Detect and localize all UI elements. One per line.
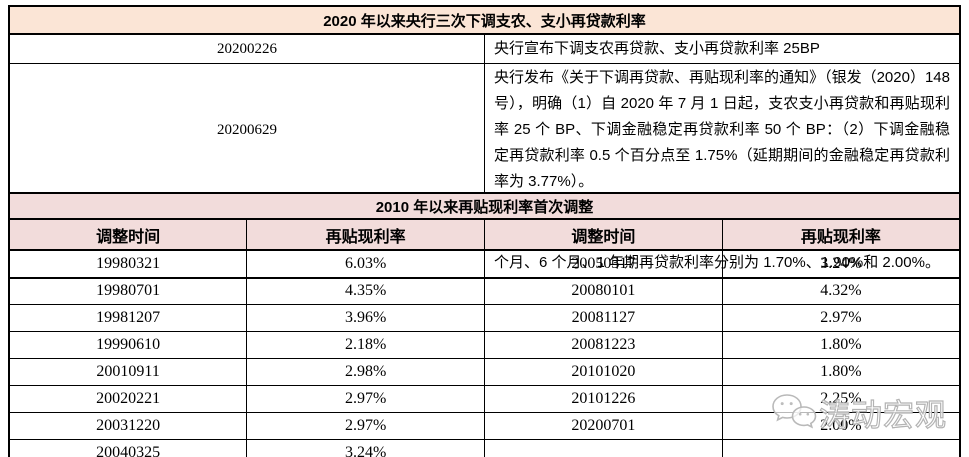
rediscount-rate: 2.97% [246,385,485,413]
adjust-date: 20020221 [8,385,248,413]
rediscount-rate: 3.24% [721,249,961,278]
adjust-date: 20081127 [484,304,723,332]
table-row: 20010911 2.98% 20101020 1.80% [8,358,961,386]
adjust-date: 19980321 [8,249,248,278]
table-row: 19980321 6.03% 20050317 3.24% [8,249,961,278]
table-row: 20200629 央行发布《关于下调再贷款、再贴现利率的通知》（银发（2020）… [8,63,961,197]
rediscount-rate: 1.80% [721,358,961,386]
table-row: 19981207 3.96% 20081127 2.97% [8,304,961,332]
table2-header-row: 调整时间 再贴现利率 调整时间 再贴现利率 [8,218,961,251]
adjust-date: 20081223 [484,331,723,359]
rediscount-rate: 2.25% [721,385,961,413]
table-row: 19990610 2.18% 20081223 1.80% [8,331,961,359]
rediscount-rate: 2.98% [246,358,485,386]
adjust-date [484,439,723,457]
rediscount-rate: 2.97% [246,412,485,440]
adjust-date: 20080101 [484,277,723,305]
adjust-date: 20040325 [8,439,248,457]
table-row: 20040325 3.24% [8,439,961,457]
rediscount-rate: 3.24% [246,439,485,457]
rediscount-rate: 6.03% [246,249,485,278]
table2-title-row: 2010 年以来再贴现利率首次调整 [8,192,961,220]
event-date: 20200226 [8,33,485,64]
rediscount-rate: 2.97% [721,304,961,332]
column-header-adjust-date: 调整时间 [8,218,248,251]
rediscount-rate: 2.18% [246,331,485,359]
adjust-date: 19990610 [8,331,248,359]
rediscount-rate: 1.80% [721,331,961,359]
event-date: 20200629 [8,63,485,197]
table-row: 20031220 2.97% 20200701 2.00% [8,412,961,440]
column-header-rediscount-rate: 再贴现利率 [721,218,961,251]
table1-title-row: 2020 年以来央行三次下调支农、支小再贷款利率 [8,5,961,35]
rediscount-rate-table: 2010 年以来再贴现利率首次调整 调整时间 再贴现利率 调整时间 再贴现利率 … [8,192,961,457]
adjust-date: 20101226 [484,385,723,413]
adjust-date: 20010911 [8,358,248,386]
table-row: 20200226 央行宣布下调支农再贷款、支小再贷款利率 25BP [8,33,961,64]
event-description: 央行发布《关于下调再贷款、再贴现利率的通知》（银发（2020）148 号），明确… [484,63,961,197]
rediscount-rate: 4.35% [246,277,485,305]
adjust-date: 20200701 [484,412,723,440]
rediscount-rate [721,439,961,457]
column-header-adjust-date: 调整时间 [484,218,723,251]
adjust-date: 20050317 [484,249,723,278]
table-row: 19980701 4.35% 20080101 4.32% [8,277,961,305]
rediscount-rate: 3.96% [246,304,485,332]
table1-title: 2020 年以来央行三次下调支农、支小再贷款利率 [8,5,961,35]
adjust-date: 19980701 [8,277,248,305]
adjust-date: 20101020 [484,358,723,386]
adjust-date: 19981207 [8,304,248,332]
table2-title: 2010 年以来再贴现利率首次调整 [8,192,961,220]
event-description: 央行宣布下调支农再贷款、支小再贷款利率 25BP [484,33,961,64]
adjust-date: 20031220 [8,412,248,440]
rediscount-rate: 4.32% [721,277,961,305]
table-row: 20020221 2.97% 20101226 2.25% [8,385,961,413]
column-header-rediscount-rate: 再贴现利率 [246,218,485,251]
rediscount-rate-obscured: 2.00% [721,412,961,440]
